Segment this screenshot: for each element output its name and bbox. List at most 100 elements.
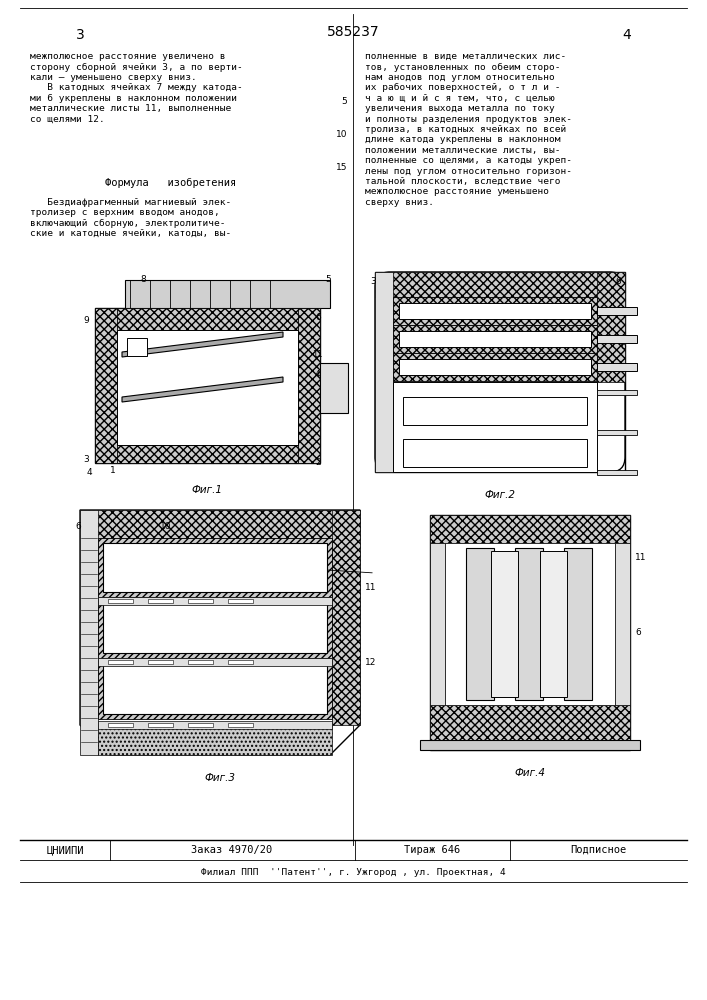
Bar (98, 599, 332, 658)
Text: 4: 4 (623, 28, 631, 42)
Text: 8: 8 (140, 275, 146, 284)
Polygon shape (122, 332, 283, 357)
Text: 11: 11 (635, 553, 646, 562)
Text: межполюсное расстояние увеличено в
сторону сборной ячейки 3, а по верти-
кали – : межполюсное расстояние увеличено в сторо… (30, 52, 243, 124)
Bar (615, 543, 630, 705)
Bar (597, 390, 637, 395)
Bar (466, 548, 494, 700)
Bar (228, 660, 253, 664)
Bar (597, 335, 637, 343)
Text: 4: 4 (315, 370, 321, 379)
Text: 1: 1 (110, 466, 116, 475)
Text: полненные в виде металлических лис-
тов, установленных по обеим сторо-
нам анодо: полненные в виде металлических лис- тов,… (365, 52, 572, 207)
Bar (148, 599, 173, 603)
Text: 2: 2 (315, 458, 321, 467)
Text: 6: 6 (615, 277, 621, 286)
Text: 10: 10 (336, 130, 347, 139)
Bar (188, 660, 213, 664)
Bar (188, 599, 213, 603)
Bar (445, 543, 615, 705)
Text: Фиг.4: Фиг.4 (515, 768, 546, 778)
Bar (98, 597, 332, 605)
Text: Подписное: Подписное (570, 845, 626, 855)
Bar (298, 308, 320, 463)
Text: 6: 6 (635, 628, 641, 637)
Bar (393, 325, 597, 353)
Bar (108, 599, 133, 603)
Text: 9: 9 (83, 316, 89, 325)
Bar (430, 543, 445, 705)
Text: 3: 3 (370, 277, 375, 286)
Text: Фиг.1: Фиг.1 (192, 485, 223, 495)
Polygon shape (80, 510, 360, 755)
Bar (103, 543, 327, 592)
Bar (420, 740, 640, 750)
Bar (375, 272, 625, 297)
Bar (430, 705, 630, 750)
Bar (430, 515, 630, 543)
Text: 3: 3 (83, 455, 89, 464)
Text: 11: 11 (312, 350, 322, 359)
Bar (98, 660, 332, 719)
Bar (95, 308, 117, 463)
Bar (597, 470, 637, 475)
Bar (320, 363, 348, 413)
Bar (393, 353, 597, 381)
Text: 12: 12 (365, 658, 376, 667)
Bar (148, 723, 173, 727)
Text: 7: 7 (617, 307, 623, 316)
Text: Филиал ППП  ''Патент'', г. Ужгород , ул. Проектная, 4: Филиал ППП ''Патент'', г. Ужгород , ул. … (201, 868, 506, 877)
Bar (399, 303, 591, 319)
Text: Заказ 4970/20: Заказ 4970/20 (192, 845, 273, 855)
Bar (540, 551, 567, 697)
Bar (597, 363, 637, 371)
Bar (597, 307, 637, 315)
Bar (98, 658, 332, 666)
Bar (375, 272, 393, 472)
Text: 15: 15 (336, 163, 347, 172)
Bar (228, 599, 253, 603)
Bar (80, 510, 98, 755)
Bar (103, 665, 327, 714)
Bar (597, 430, 637, 435)
Bar (98, 725, 332, 755)
Bar (117, 330, 298, 445)
Bar (491, 551, 518, 697)
Bar (98, 538, 332, 597)
Text: Фиг.2: Фиг.2 (484, 490, 515, 500)
Bar (98, 721, 332, 729)
Bar (375, 272, 625, 472)
Bar (80, 510, 360, 538)
Bar (228, 723, 253, 727)
Bar (125, 280, 330, 308)
Bar (103, 604, 327, 653)
Text: 6: 6 (620, 342, 626, 351)
Text: 5: 5 (341, 97, 347, 106)
Text: 585237: 585237 (327, 25, 380, 39)
Bar (108, 723, 133, 727)
Text: 4: 4 (87, 468, 93, 477)
Bar (95, 445, 320, 463)
Text: 6: 6 (75, 522, 81, 531)
Bar (430, 515, 630, 750)
Bar (95, 308, 320, 463)
Bar (403, 439, 587, 467)
Bar (393, 297, 597, 325)
Text: 10: 10 (160, 522, 172, 531)
Bar (188, 723, 213, 727)
Text: 6: 6 (315, 313, 321, 322)
FancyBboxPatch shape (375, 272, 625, 472)
Text: ЦНИИПИ: ЦНИИПИ (46, 845, 83, 855)
Text: Формула   изобретения: Формула изобретения (105, 178, 236, 188)
Bar (95, 308, 320, 330)
Bar (108, 660, 133, 664)
Bar (597, 272, 625, 382)
Bar (332, 510, 360, 725)
Text: 5: 5 (325, 275, 331, 284)
Bar (127, 338, 147, 356)
Text: 3: 3 (76, 28, 84, 42)
Bar (515, 548, 543, 700)
Bar (393, 382, 597, 472)
Bar (399, 359, 591, 375)
Bar (403, 397, 587, 425)
